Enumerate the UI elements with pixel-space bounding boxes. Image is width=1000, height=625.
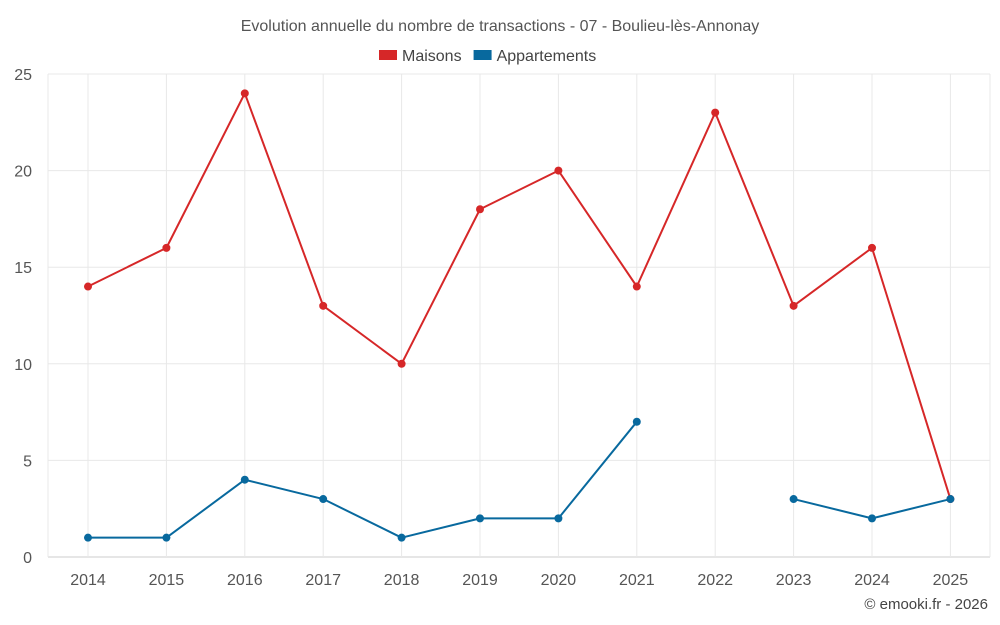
legend-label: Appartements [497,48,597,65]
x-tick-label: 2016 [227,572,263,589]
data-point[interactable] [162,243,171,252]
data-point[interactable] [476,205,484,214]
x-tick-label: 2023 [776,572,812,589]
y-tick-label: 20 [14,164,32,181]
data-point[interactable] [632,282,641,291]
data-point[interactable] [84,533,92,542]
data-point[interactable] [240,475,249,484]
legend-item-0[interactable]: Maisons [379,48,462,65]
x-tick-label: 2025 [933,572,969,589]
x-tick-label: 2015 [149,572,185,589]
y-axis: 0 5 10 15 20 25 [14,67,32,567]
x-tick-label: 2024 [854,572,890,589]
legend-item-1[interactable]: Appartements [473,48,597,65]
data-point[interactable] [868,243,876,252]
y-tick-label: 0 [23,550,32,567]
x-tick-label: 2021 [619,572,655,589]
x-tick-label: 2019 [462,572,498,589]
x-tick-label: 2022 [697,572,733,589]
data-point[interactable] [319,301,328,310]
grid [47,73,991,558]
y-tick-label: 15 [14,260,32,277]
x-axis: 2014 2015 2016 2017 2018 2019 2020 2021 2022 2023… [70,572,968,589]
legend: Maisons Appartements [379,48,596,65]
data-point[interactable] [84,282,92,291]
series-layer [84,89,955,542]
data-point[interactable] [789,495,798,504]
x-tick-label: 2020 [541,572,577,589]
data-point[interactable] [789,301,798,310]
y-tick-label: 10 [14,357,32,374]
y-tick-label: 25 [14,67,32,84]
legend-swatch [473,50,492,60]
data-point[interactable] [868,514,876,523]
series-1 [84,417,955,542]
x-tick-label: 2018 [384,572,420,589]
series-line [87,92,952,500]
data-point[interactable] [946,495,955,504]
legend-swatch [379,50,397,60]
data-point[interactable] [632,417,641,426]
data-point[interactable] [554,166,563,175]
series-line [88,421,638,539]
data-point[interactable] [240,89,249,98]
chart-title: Evolution annuelle du nombre de transact… [241,18,760,35]
data-point[interactable] [711,108,720,117]
data-point[interactable] [554,514,563,523]
data-point[interactable] [397,359,406,368]
series-0 [84,89,955,504]
legend-label: Maisons [402,48,462,65]
data-point[interactable] [476,514,484,523]
x-tick-label: 2017 [305,572,341,589]
data-point[interactable] [162,533,171,542]
x-tick-label: 2014 [70,572,106,589]
credit: © emooki.fr - 2026 [864,596,988,613]
data-point[interactable] [397,533,406,542]
y-tick-label: 5 [23,453,32,470]
data-point[interactable] [319,495,328,504]
